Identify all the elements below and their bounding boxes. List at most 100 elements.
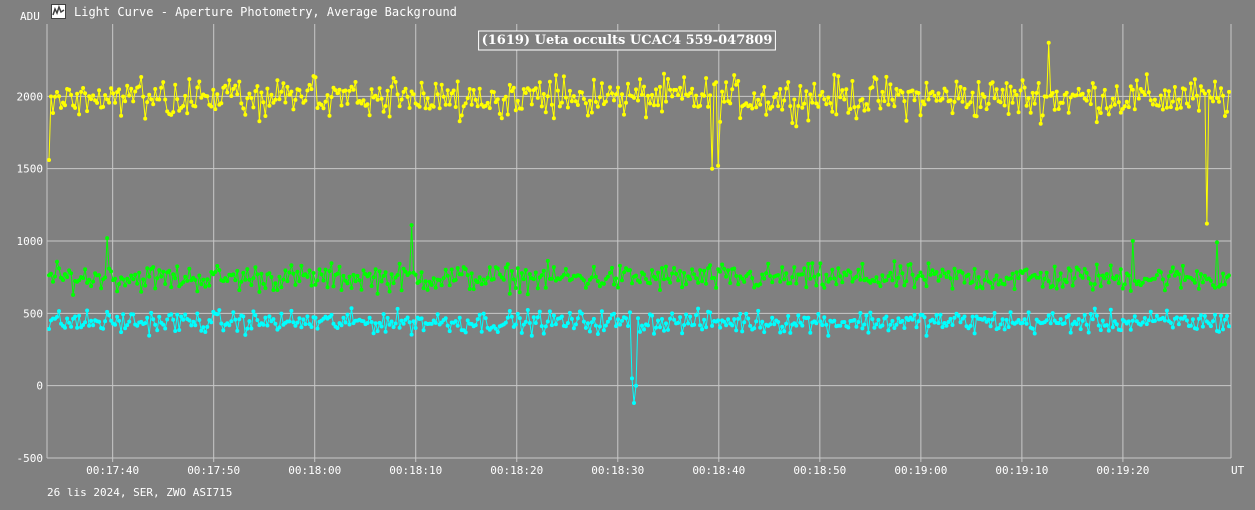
data-point-comparison-2 [573,322,578,327]
data-point-target [131,99,136,104]
data-point-comparison-2 [800,323,805,328]
y-axis-label: ADU [20,10,40,23]
data-point-comparison-1 [1080,275,1085,280]
data-point-target [603,99,608,104]
data-point-target [814,101,819,106]
data-point-target [275,78,280,83]
data-point-target [547,79,552,84]
data-point-target [632,95,636,100]
data-point-comparison-1 [982,278,987,282]
data-point-comparison-1 [273,281,278,286]
data-point-target [878,106,883,111]
x-tick-label: 00:18:50 [793,464,846,477]
data-point-comparison-1 [900,271,905,276]
data-point-comparison-1 [1158,270,1163,275]
data-point-comparison-1 [1172,273,1177,278]
data-point-comparison-1 [583,285,588,290]
data-point-comparison-1 [1178,285,1183,290]
data-point-target [329,95,334,99]
data-point-comparison-2 [583,325,588,330]
data-point-comparison-1 [67,268,72,273]
data-point-comparison-1 [934,270,939,274]
data-point-target [1014,93,1019,97]
data-point-comparison-1 [159,274,164,279]
data-point-comparison-2 [910,317,915,322]
data-point-target [934,98,939,103]
data-point-comparison-1 [918,270,923,275]
data-point-comparison-1 [543,285,548,290]
data-point-comparison-1 [511,277,516,282]
data-point-comparison-1 [946,270,951,274]
data-point-comparison-2 [886,328,891,333]
data-point-target [800,105,805,110]
data-point-target [1034,91,1039,95]
data-point-comparison-1 [71,292,76,297]
data-point-comparison-1 [672,266,677,270]
data-point-target [992,96,997,101]
data-point-target [866,107,871,112]
data-point-target [792,97,797,102]
data-point-comparison-1 [133,272,138,277]
data-point-comparison-2 [1112,319,1117,324]
data-point-comparison-1 [171,272,176,277]
data-point-target [1223,114,1227,118]
data-point-comparison-2 [175,312,180,317]
window-title: Light Curve - Aperture Photometry, Avera… [74,5,457,19]
data-point-comparison-1 [491,277,496,281]
data-point-target [710,166,715,171]
light-curve-app-icon [51,4,66,19]
data-point-target [211,87,216,92]
data-point-comparison-2 [77,313,82,318]
data-point-target [521,87,526,92]
data-point-comparison-1 [327,269,332,274]
data-point-comparison-2 [581,319,586,324]
data-point-comparison-1 [782,277,787,282]
data-point-target [337,87,342,92]
data-point-comparison-2 [620,318,624,323]
data-point-comparison-1 [914,276,919,281]
data-point-target [285,84,290,89]
data-point-target [912,98,917,103]
data-point-comparison-2 [305,314,310,319]
data-point-comparison-1 [616,285,620,290]
data-point-target [599,81,604,86]
data-point-comparison-2 [1082,313,1087,317]
data-point-comparison-1 [908,262,913,267]
data-point-comparison-2 [187,318,192,323]
data-point-comparison-1 [1046,279,1051,284]
data-point-comparison-1 [139,289,144,294]
data-point-comparison-1 [1060,284,1065,289]
data-point-comparison-2 [718,325,723,330]
data-point-comparison-2 [998,322,1003,327]
data-point-comparison-2 [103,319,108,324]
data-point-comparison-1 [644,277,648,282]
data-point-comparison-1 [447,283,452,288]
data-point-comparison-2 [83,320,88,325]
data-point-target [772,95,777,100]
data-point-comparison-1 [413,272,418,277]
data-point-target [842,97,847,102]
data-point-comparison-1 [972,267,977,271]
data-point-comparison-2 [1074,322,1079,327]
data-point-comparison-2 [722,319,727,324]
data-point-target [1122,104,1127,109]
data-point-comparison-1 [539,273,544,278]
data-point-comparison-1 [135,281,140,286]
data-point-comparison-2 [313,315,318,320]
data-point-comparison-2 [535,315,540,320]
data-point-target [986,101,991,106]
data-point-comparison-1 [724,274,729,279]
data-point-comparison-1 [293,282,298,287]
data-point-comparison-2 [640,323,644,328]
data-point-comparison-2 [682,323,687,327]
data-point-comparison-2 [932,320,937,325]
data-point-comparison-1 [69,271,74,276]
data-point-target [660,109,664,114]
data-point-comparison-2 [642,327,646,332]
data-point-comparison-2 [373,321,378,326]
data-point-target [91,93,96,98]
data-point-target [978,105,983,110]
data-point-comparison-2 [684,312,689,317]
data-point-comparison-1 [954,276,959,281]
data-point-comparison-2 [612,311,616,316]
